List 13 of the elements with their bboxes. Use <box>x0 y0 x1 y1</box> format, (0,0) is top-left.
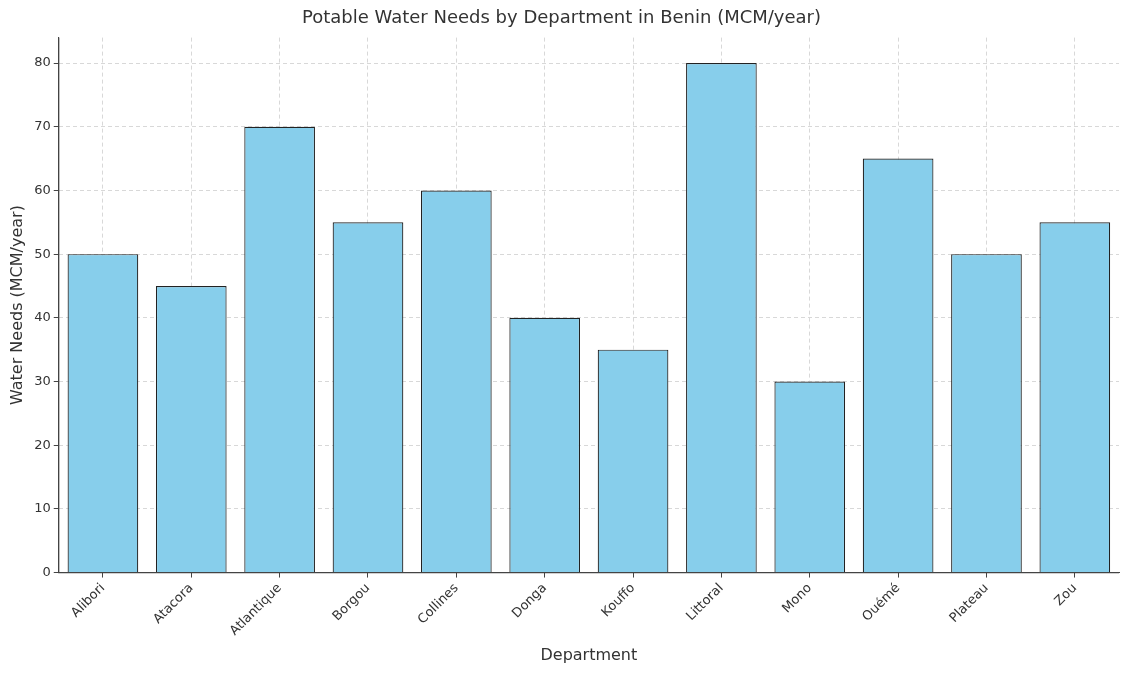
x-axis-title: Department <box>540 644 638 664</box>
y-tick-label: 20 <box>34 436 51 452</box>
y-axis-title: Water Needs (MCM/year) <box>6 205 26 406</box>
y-tick-label: 40 <box>34 309 51 325</box>
y-tick-label: 30 <box>34 372 51 388</box>
y-tick-label: 60 <box>34 181 51 197</box>
x-tick-label: Zou <box>1050 579 1080 609</box>
y-tick-label: 0 <box>42 563 51 579</box>
chart-title: Potable Water Needs by Department in Benin (MCM/year) <box>301 6 822 28</box>
y-tick-label: 10 <box>34 500 51 516</box>
y-tick-label: 50 <box>34 245 51 261</box>
y-tick-label: 70 <box>34 118 51 134</box>
y-tick-label: 80 <box>34 54 51 70</box>
